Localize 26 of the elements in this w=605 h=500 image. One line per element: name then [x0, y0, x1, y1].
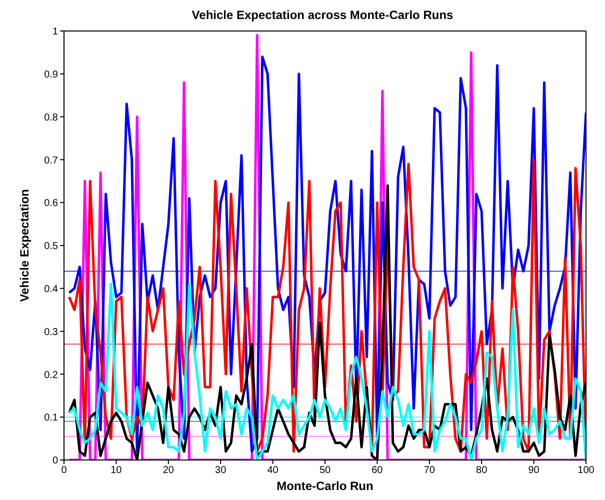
y-tick-label: 0.1: [44, 412, 58, 424]
x-axis-title: Monte-Carlo Run: [276, 479, 374, 493]
x-tick-label: 100: [578, 465, 595, 476]
x-tick-label: 10: [110, 465, 122, 476]
x-tick-label: 0: [61, 465, 68, 476]
x-tick-label: 90: [528, 465, 540, 476]
x-tick-label: 30: [215, 465, 227, 476]
y-tick-label: 0.2: [44, 370, 58, 381]
y-tick-label: 0.9: [44, 69, 58, 80]
y-tick-label: 0.4: [44, 284, 58, 295]
y-tick-label: 1: [52, 26, 58, 38]
y-tick-label: 0: [52, 456, 58, 467]
y-tick-label: 0.7: [44, 155, 58, 166]
y-axis-title: Vehicle Expectation: [17, 189, 32, 302]
x-tick-label: 50: [319, 465, 331, 476]
x-tick-label: 40: [267, 465, 279, 476]
line-series: [68, 282, 586, 460]
x-tick-label: 60: [372, 465, 384, 476]
y-tick-label: 0.8: [44, 112, 58, 124]
chart-title: Vehicle Expectation across Monte-Carlo Runs: [190, 8, 454, 22]
y-tick-label: 0.3: [44, 326, 58, 338]
x-tick-label: 20: [162, 465, 174, 476]
y-tick-label: 0.5: [44, 241, 58, 252]
y-tick-label: 0.6: [44, 198, 58, 210]
x-tick-label: 70: [424, 465, 436, 476]
x-tick-label: 80: [476, 465, 488, 476]
